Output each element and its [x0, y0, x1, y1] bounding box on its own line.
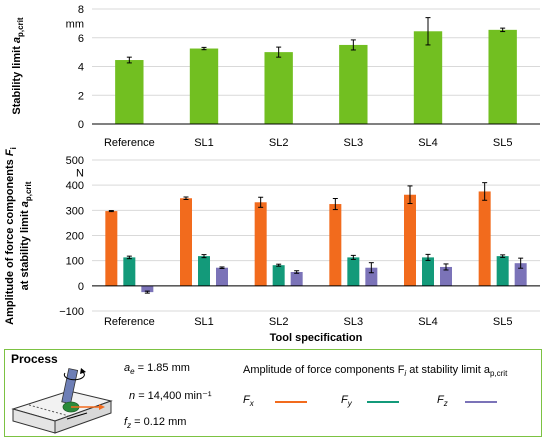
- x-tick-label: SL4: [418, 316, 438, 328]
- bar-fy-sl3: [347, 257, 360, 286]
- y-unit-label: mm: [66, 18, 84, 30]
- bar-stability-sl5: [488, 29, 517, 124]
- bar-fz-sl3: [365, 267, 378, 286]
- param-ae: ae = 1.85 mm: [124, 362, 190, 377]
- x-tick-label: Reference: [104, 137, 155, 149]
- bar-fz-sl2: [290, 271, 303, 286]
- bar-stability-reference: [115, 60, 144, 124]
- bar-stability-sl1: [189, 48, 219, 124]
- y-tick-label: 8: [78, 4, 84, 16]
- process-title: Process: [11, 352, 58, 366]
- x-tick-label: SL5: [493, 316, 513, 328]
- legend-title: Amplitude of force components Fi at stab…: [243, 364, 508, 379]
- y-tick-label: 0: [78, 281, 84, 293]
- chart-figure: Stability limit ap,crit Amplitude of for…: [4, 4, 540, 344]
- x-tick-label: SL2: [269, 137, 289, 149]
- y-tick-label: 300: [66, 205, 84, 217]
- bar-fx-sl4: [404, 194, 416, 286]
- bottom-ylabel-line1: Amplitude of force components Fi: [4, 147, 18, 325]
- x-tick-label: SL2: [269, 316, 289, 328]
- legend-label-fz: Fz: [437, 394, 448, 409]
- bar-fx-reference: [105, 211, 118, 286]
- bar-fy-reference: [123, 257, 136, 286]
- x-tick-label: SL3: [344, 316, 364, 328]
- bar-stability-sl4: [413, 31, 443, 124]
- y-tick-label: 400: [66, 180, 84, 192]
- param-n: n = 14,400 min⁻¹: [129, 390, 212, 402]
- stability-limit-chart: 0 2 4 6 8 mm Reference SL1 SL2 SL3 SL4 SL5: [66, 4, 540, 149]
- x-tick-label: SL4: [418, 137, 438, 149]
- bar-fz-sl1: [216, 267, 228, 286]
- bar-fy-sl1: [198, 256, 210, 286]
- param-fz: fz = 0.12 mm: [124, 416, 187, 431]
- x-tick-label: SL3: [344, 137, 364, 149]
- legend-swatch-fy: [367, 401, 399, 403]
- bottom-ylabel-line2: at stability limit ap,crit: [19, 181, 33, 290]
- x-tick-label: Reference: [104, 316, 155, 328]
- bar-fx-sl1: [180, 198, 192, 286]
- y-unit-label: N: [76, 168, 84, 180]
- milling-process-illustration: [11, 368, 113, 434]
- legend-swatch-fx: [275, 401, 307, 403]
- x-tick-label: SL1: [194, 316, 214, 328]
- legend-label-fy: Fy: [341, 394, 352, 409]
- bar-fx-sl2: [254, 202, 267, 286]
- bar-fy-sl4: [422, 257, 434, 286]
- bar-fz-reference: [141, 285, 154, 293]
- bar-fy-sl5: [496, 256, 509, 286]
- bar-fx-sl5: [478, 191, 491, 286]
- y-tick-label: 200: [66, 231, 84, 243]
- y-tick-label: 4: [78, 62, 84, 74]
- x-tick-label: SL1: [194, 137, 214, 149]
- x-tick-label: SL5: [493, 137, 513, 149]
- top-ylabel: Stability limit ap,crit: [11, 17, 25, 115]
- bar-stability-sl3: [339, 44, 368, 124]
- bar-fy-sl2: [272, 265, 285, 286]
- y-tick-label: 500: [66, 155, 84, 167]
- y-tick-label: 2: [78, 90, 84, 102]
- legend-swatch-fz: [465, 401, 497, 403]
- bar-fz-sl4: [440, 266, 452, 286]
- y-tick-label: 100: [66, 256, 84, 268]
- y-tick-label: −100: [59, 306, 84, 318]
- x-axis-label: Tool specification: [270, 332, 363, 344]
- process-legend-panel: Process ae = 1.85 mm n = 14,400 min⁻¹ fz…: [4, 349, 542, 437]
- bar-fz-sl5: [514, 263, 527, 286]
- bar-stability-sl2: [264, 52, 293, 124]
- bar-fx-sl3: [329, 204, 342, 286]
- y-tick-label: 0: [78, 119, 84, 131]
- y-tick-label: 6: [78, 33, 84, 45]
- legend-label-fx: Fx: [243, 394, 254, 409]
